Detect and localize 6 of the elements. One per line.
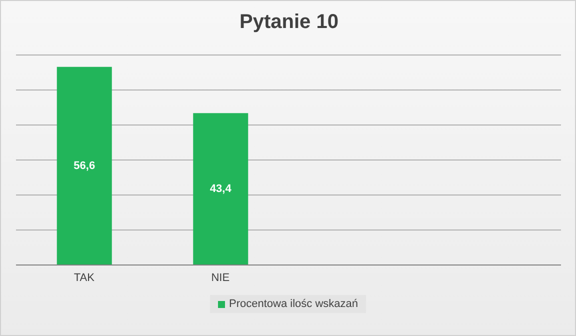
x-tick-label: NIE (211, 272, 230, 284)
chart-title: Pytanie 10 (238, 11, 340, 34)
data-label: 43,4 (210, 183, 232, 196)
data-label: 56,6 (74, 160, 96, 172)
legend-label: Procentowa ilośc wskazań (228, 298, 358, 310)
x-tick-label: TAK (74, 272, 96, 284)
